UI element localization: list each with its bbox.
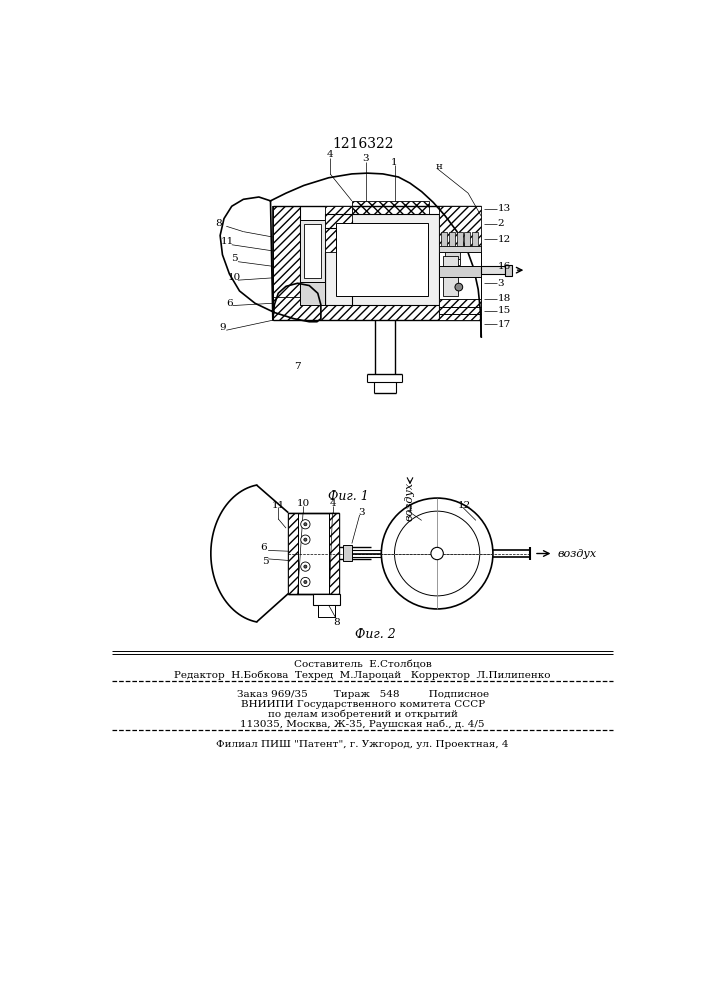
Bar: [440, 252, 481, 320]
Bar: [337, 223, 428, 296]
Circle shape: [395, 511, 480, 596]
Text: 15: 15: [498, 306, 511, 315]
Bar: [343, 545, 352, 561]
Bar: [443, 256, 458, 296]
Text: 6: 6: [260, 543, 267, 552]
Text: 12: 12: [498, 235, 511, 244]
Text: н: н: [436, 162, 442, 171]
Bar: [273, 206, 300, 320]
Text: ВНИИПИ Государственного комитета СССР: ВНИИПИ Государственного комитета СССР: [240, 700, 485, 709]
Bar: [445, 252, 460, 259]
Text: 113035, Москва, Ж-35, Раушская наб., д. 4/5: 113035, Москва, Ж-35, Раушская наб., д. …: [240, 720, 485, 729]
Bar: [304, 224, 321, 278]
Bar: [288, 513, 339, 594]
Text: 1216322: 1216322: [332, 137, 394, 151]
Circle shape: [300, 535, 310, 544]
Circle shape: [300, 520, 310, 529]
Circle shape: [381, 498, 493, 609]
Text: Заказ 969/35        Тираж   548         Подписное: Заказ 969/35 Тираж 548 Подписное: [237, 690, 489, 699]
Bar: [300, 282, 325, 305]
Text: 3: 3: [498, 279, 504, 288]
Text: 8: 8: [333, 618, 339, 627]
Text: 13: 13: [498, 204, 511, 213]
Text: 12: 12: [457, 500, 471, 510]
Text: Фиг. 2: Фиг. 2: [355, 628, 395, 641]
Text: воздух: воздух: [557, 549, 597, 559]
Text: 3: 3: [363, 154, 369, 163]
Bar: [317, 605, 335, 617]
Text: 4: 4: [329, 499, 336, 508]
Circle shape: [300, 577, 310, 587]
Text: 18: 18: [498, 294, 511, 303]
Text: по делам изобретений и открытий: по делам изобретений и открытий: [268, 710, 457, 719]
Bar: [300, 220, 325, 282]
Text: 7: 7: [294, 362, 301, 371]
Text: 1: 1: [391, 158, 398, 167]
Text: 10: 10: [228, 273, 240, 282]
Text: 16: 16: [498, 262, 511, 271]
Text: 3: 3: [358, 508, 365, 517]
Text: воздух: воздух: [405, 482, 415, 521]
Text: Филиал ПИШ "Патент", г. Ужгород, ул. Проектная, 4: Филиал ПИШ "Патент", г. Ужгород, ул. Про…: [216, 740, 509, 749]
Circle shape: [304, 580, 307, 584]
Text: 11: 11: [221, 237, 235, 246]
Bar: [288, 513, 298, 594]
Circle shape: [304, 565, 307, 568]
Bar: [445, 259, 460, 265]
Bar: [329, 513, 339, 594]
Text: 1: 1: [407, 504, 414, 513]
Bar: [325, 206, 352, 252]
Text: 17: 17: [498, 320, 511, 329]
Text: 5: 5: [262, 557, 269, 566]
Bar: [352, 201, 429, 220]
Bar: [273, 297, 481, 320]
Bar: [481, 266, 505, 274]
Text: Фиг. 1: Фиг. 1: [327, 490, 368, 503]
Text: 11: 11: [271, 500, 285, 510]
Bar: [457, 232, 462, 246]
Bar: [472, 232, 478, 246]
Bar: [505, 265, 513, 276]
Bar: [325, 214, 440, 305]
Text: 4: 4: [327, 150, 334, 159]
Bar: [440, 252, 481, 299]
Circle shape: [431, 547, 443, 560]
Bar: [449, 232, 455, 246]
Bar: [440, 206, 481, 252]
Text: 10: 10: [296, 499, 310, 508]
Bar: [441, 232, 448, 246]
Bar: [440, 299, 481, 320]
Text: Составитель  Е.Столбцов: Составитель Е.Столбцов: [294, 661, 431, 670]
Bar: [440, 266, 481, 277]
Text: Редактор  Н.Бобкова  Техред  М.Лароцай   Корректор  Л.Пилипенко: Редактор Н.Бобкова Техред М.Лароцай Корр…: [175, 671, 551, 680]
Text: 2: 2: [498, 219, 504, 228]
Circle shape: [300, 562, 310, 571]
Bar: [440, 246, 481, 252]
Circle shape: [304, 538, 307, 541]
Text: 5: 5: [230, 254, 238, 263]
Circle shape: [304, 523, 307, 526]
Bar: [313, 594, 340, 605]
Circle shape: [455, 283, 462, 291]
Bar: [464, 232, 470, 246]
Text: 9: 9: [219, 323, 226, 332]
Text: 8: 8: [215, 219, 222, 228]
Text: 6: 6: [226, 299, 233, 308]
